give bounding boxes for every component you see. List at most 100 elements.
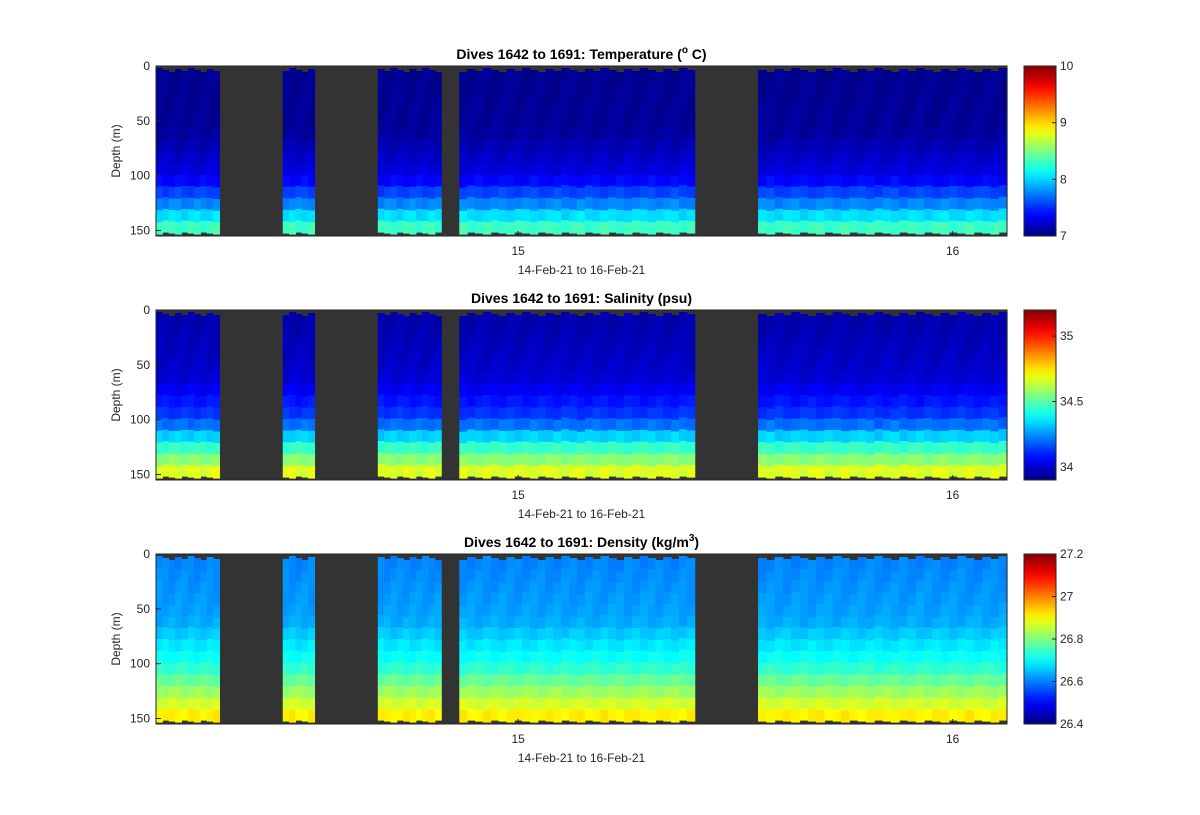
data-cell [932, 83, 942, 96]
data-cell [422, 556, 430, 569]
data-cell [616, 698, 625, 711]
data-cell [206, 697, 214, 710]
data-cell [403, 640, 411, 653]
data-cell [377, 464, 385, 477]
data-cell [213, 652, 220, 665]
data-cell [162, 685, 170, 698]
data-cell [194, 360, 201, 374]
data-cell [907, 453, 917, 467]
data-cell [671, 431, 680, 444]
data-cell [766, 95, 776, 108]
data-cell [663, 348, 672, 361]
data-cell [194, 128, 201, 141]
data-cell [924, 662, 933, 675]
data-cell [584, 696, 594, 709]
data-cell [434, 361, 442, 374]
data-cell [998, 208, 1008, 221]
data-cell [308, 175, 316, 188]
data-cell [998, 649, 1008, 663]
data-cell [639, 441, 649, 455]
data-cell [206, 603, 214, 617]
data-cell [624, 313, 633, 326]
data-cell [553, 105, 562, 119]
data-cell [522, 673, 531, 687]
data-cell [807, 141, 817, 154]
data-cell [899, 359, 909, 372]
data-cell [187, 150, 195, 163]
data-cell [490, 116, 500, 129]
data-cell [849, 430, 859, 443]
data-cell [899, 127, 909, 140]
data-cell [932, 454, 942, 467]
data-cell [168, 385, 176, 398]
data-cell [973, 582, 983, 595]
data-cell [553, 698, 562, 711]
data-cell [624, 568, 633, 582]
data-cell [514, 384, 523, 397]
data-cell [982, 348, 991, 361]
data-cell [639, 197, 649, 211]
data-cell [529, 686, 539, 700]
data-cell [415, 697, 423, 710]
data-cell [807, 465, 817, 478]
data-cell [663, 685, 672, 699]
colorbar-tick-label: 34 [1060, 460, 1074, 474]
data-cell [514, 453, 523, 466]
data-cell [200, 605, 208, 618]
data-cell [799, 464, 809, 477]
data-cell [301, 339, 309, 352]
data-cell [529, 372, 539, 385]
data-cell [459, 316, 468, 329]
data-cell [857, 685, 867, 699]
data-cell [841, 663, 850, 676]
data-cell [647, 454, 657, 467]
data-cell [832, 103, 842, 116]
data-cell [600, 466, 609, 479]
data-cell [377, 185, 385, 198]
data-cell [403, 419, 411, 432]
data-cell [807, 362, 817, 375]
data-cell [758, 337, 767, 350]
data-cell [162, 371, 170, 385]
data-cell [553, 675, 562, 688]
data-cell [514, 140, 523, 153]
data-cell [758, 325, 767, 338]
data-cell [678, 696, 688, 709]
data-cell [415, 315, 423, 328]
data-cell [973, 571, 983, 584]
data-cell [816, 175, 826, 188]
data-cell [832, 115, 842, 128]
data-cell [932, 652, 942, 665]
data-cell [671, 82, 680, 95]
data-cell [213, 431, 220, 444]
data-cell [175, 651, 182, 664]
data-cell [295, 127, 303, 141]
data-cell [592, 117, 602, 130]
data-cell [289, 418, 297, 432]
data-cell [965, 360, 975, 374]
data-cell [647, 431, 657, 444]
data-cell [384, 663, 392, 676]
data-cell [175, 604, 182, 617]
data-cell [295, 639, 303, 652]
data-cell [915, 662, 925, 676]
data-cell [187, 453, 195, 466]
data-cell [422, 370, 430, 384]
data-cell [973, 396, 983, 409]
data-cell [832, 347, 842, 360]
data-cell [409, 686, 417, 700]
data-cell [899, 441, 909, 454]
data-cell [576, 583, 586, 596]
data-cell [791, 442, 801, 455]
data-cell [522, 162, 531, 175]
data-cell [782, 570, 792, 583]
data-cell [874, 91, 884, 104]
data-cell [553, 466, 562, 479]
data-cell [384, 651, 392, 664]
data-cell [616, 606, 625, 619]
data-cell [841, 593, 850, 606]
data-cell [569, 674, 578, 687]
data-cell [890, 153, 900, 166]
data-cell [624, 104, 633, 117]
data-cell [506, 151, 515, 164]
